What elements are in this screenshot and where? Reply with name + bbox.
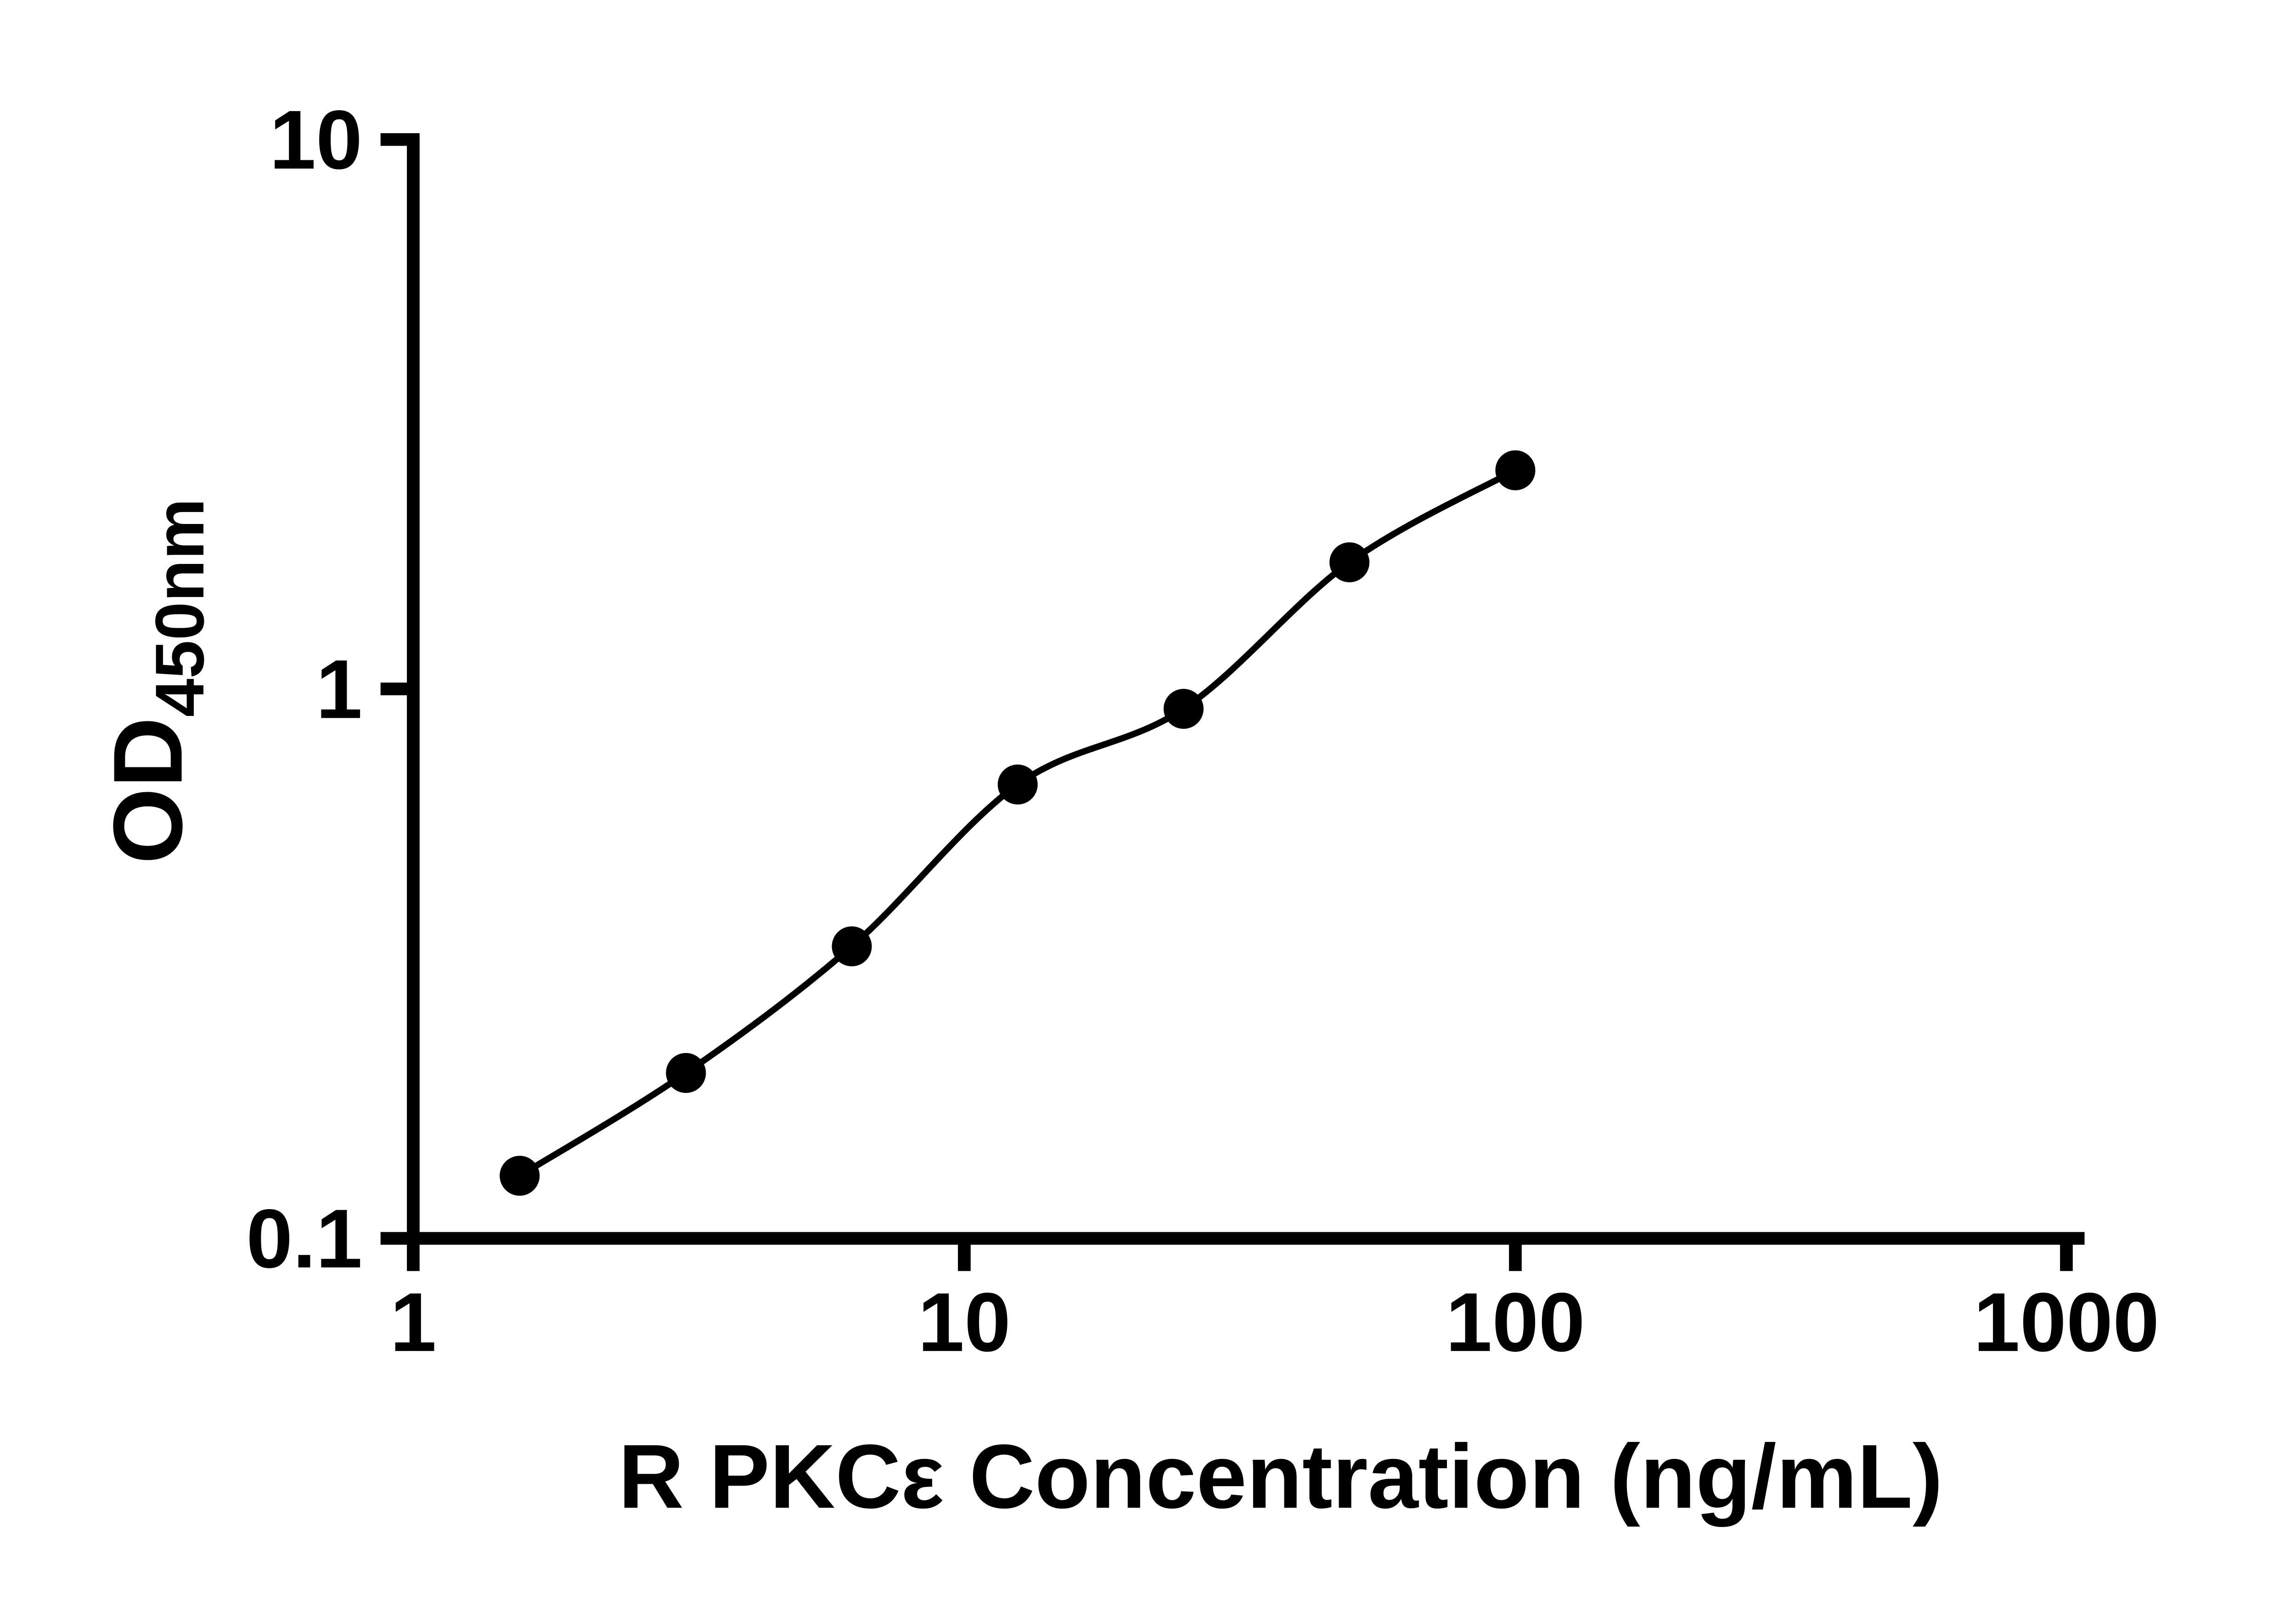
y-axis-title-sub: 450nm [141, 498, 218, 717]
data-points-layer [500, 450, 1536, 1196]
data-point [1495, 450, 1536, 490]
data-point [832, 926, 872, 967]
y-tick-label: 0.1 [246, 1192, 362, 1285]
x-axis-title: R PKCε Concentration (ng/mL) [619, 1425, 1943, 1527]
data-point [997, 764, 1038, 805]
axes [380, 133, 2085, 1271]
x-tick-label: 100 [1446, 1275, 1585, 1369]
axis-lines [407, 133, 2085, 1245]
y-tick-label: 10 [270, 93, 362, 186]
x-tick-label: 10 [918, 1275, 1011, 1369]
y-tick-label: 1 [316, 642, 362, 736]
y-axis-title: OD450nm [94, 498, 218, 864]
x-tick-label: 1 [390, 1275, 436, 1369]
data-point [1163, 689, 1204, 729]
y-axis-title-main: OD [94, 717, 203, 864]
data-point [500, 1155, 540, 1196]
y-tick-labels: 0.1 1 10 [246, 93, 362, 1285]
x-tick-labels: 1 10 100 1000 [390, 1275, 2159, 1369]
x-tick-label: 1000 [1974, 1275, 2160, 1369]
data-point [1329, 542, 1370, 582]
data-point [666, 1053, 706, 1093]
